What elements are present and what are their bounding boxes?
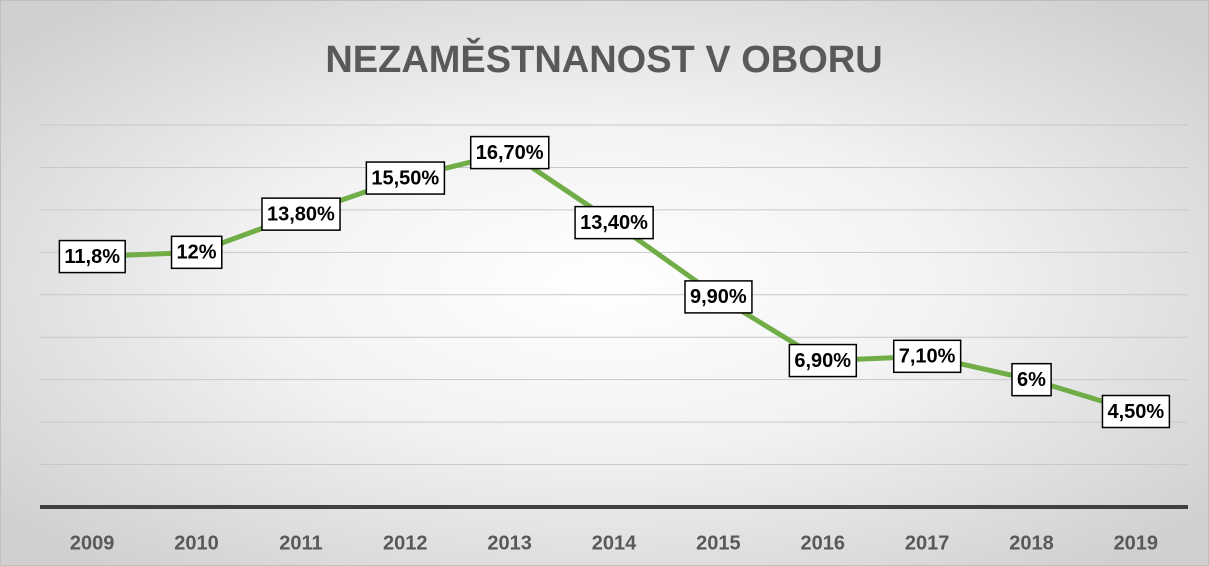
data-label: 16,70% [476,142,544,164]
x-tick-label: 2019 [1114,532,1159,554]
chart-title: NEZAMĚSTNANOST V OBORU [325,37,882,81]
data-label-box [684,280,753,314]
data-label: 13,40% [580,212,648,234]
x-tick-label: 2011 [279,532,322,554]
data-label: 13,80% [267,203,335,225]
data-label: 9,90% [690,286,747,308]
data-label-box [1101,394,1171,429]
data-label: 4,50% [1107,401,1164,423]
x-tick-label: 2016 [800,532,845,554]
data-label-box [1011,362,1052,397]
data-label-box [574,205,654,240]
x-tick-label: 2018 [1009,532,1054,554]
data-label-box [261,197,341,231]
x-tick-label: 2010 [174,532,219,554]
data-label-box [58,239,126,274]
x-tick-label: 2014 [592,532,637,554]
data-label-box [788,343,858,378]
data-label-box [469,135,550,170]
x-tick-label: 2012 [383,532,428,554]
x-tick-label: 2013 [487,532,532,554]
data-label: 15,50% [371,167,439,189]
x-tick-label: 2009 [70,532,115,554]
data-label: 11,8% [64,246,120,268]
x-tick-label: 2017 [905,532,950,554]
data-label-box [892,339,962,374]
x-tick-label: 2015 [696,532,741,554]
data-label: 6% [1017,369,1046,391]
data-label: 12% [177,242,217,264]
data-label-box [170,235,223,270]
data-label-box [365,161,446,195]
data-label: 6,90% [794,350,851,372]
data-label: 7,10% [899,346,956,368]
